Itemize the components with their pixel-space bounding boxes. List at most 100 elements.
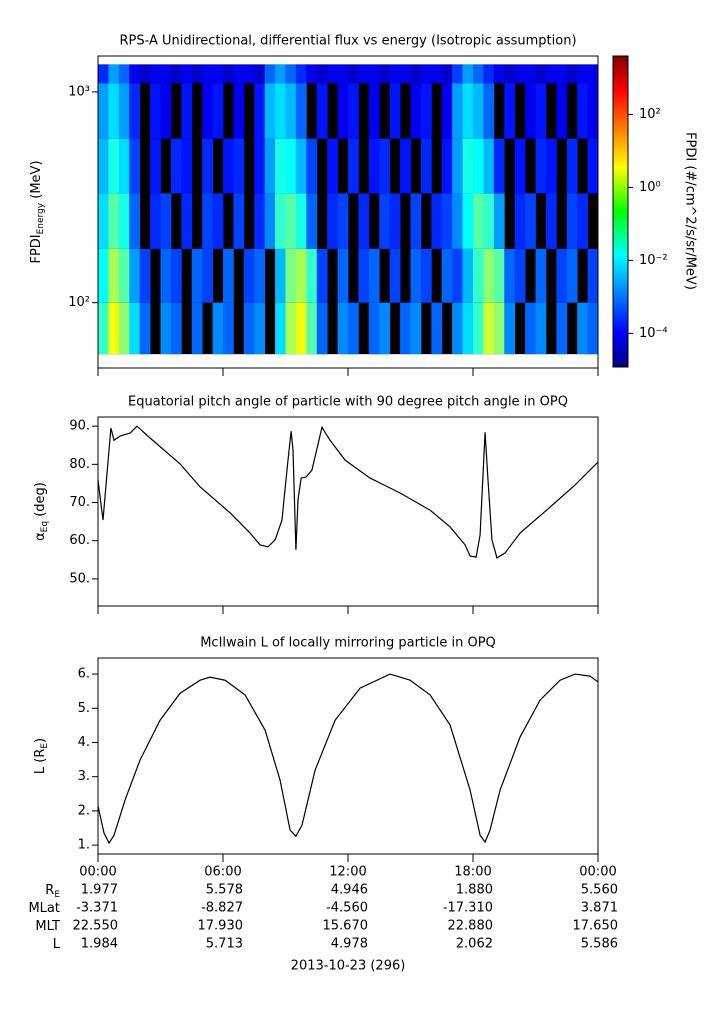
heatmap-cell: [410, 302, 422, 355]
heatmap-cell: [108, 302, 120, 355]
heatmap-cell: [514, 248, 526, 303]
heatmap-cell: [545, 138, 557, 194]
heatmap-cell: [368, 83, 380, 139]
heatmap-cell: [420, 138, 432, 194]
heatmap-cell: [191, 248, 203, 303]
ephemeris-value: 5.578: [206, 883, 243, 898]
y-tick-label: 5.: [78, 701, 90, 716]
heatmap-cell: [118, 83, 130, 139]
heatmap-cell: [400, 64, 411, 84]
heatmap-cell: [535, 302, 547, 355]
heatmap-cell: [368, 302, 380, 355]
heatmap-cell: [254, 64, 266, 84]
heatmap-cell: [504, 64, 516, 84]
heatmap-cell: [295, 248, 307, 303]
ephemeris-value: 1.977: [81, 883, 118, 898]
heatmap-cell: [462, 64, 474, 84]
y-tick-label: 6.: [78, 667, 90, 682]
heatmap-cell: [212, 302, 224, 355]
ephemeris-value: -8.827: [201, 901, 243, 916]
heatmap-cell: [473, 83, 484, 139]
heatmap-cell: [514, 193, 526, 249]
heatmap-cell: [285, 138, 297, 194]
heatmap-cell: [566, 193, 578, 249]
y-tick-label: 1.: [78, 838, 90, 853]
x-tick-label: 12:00: [329, 865, 366, 880]
heatmap-cell: [98, 248, 109, 303]
heatmap-cell: [587, 83, 599, 139]
heatmap-cell: [285, 64, 297, 84]
heatmap-cell: [160, 248, 172, 303]
y-tick-label: 3.: [78, 769, 90, 784]
heatmap-cell: [129, 193, 141, 249]
heatmap-cell: [285, 83, 297, 139]
heatmap-cell: [160, 83, 172, 139]
heatmap-cell: [254, 302, 266, 355]
y-axis-label-main: L (R: [33, 749, 48, 774]
heatmap-cell: [462, 83, 474, 139]
ephemeris-value: 1.984: [81, 937, 118, 952]
heatmap-cell: [306, 64, 318, 84]
heatmap-cell: [587, 138, 599, 194]
heatmap-cell: [452, 302, 463, 355]
colorbar-tick-label: 10⁻⁴: [639, 326, 668, 341]
x-axis-label: 2013-10-23 (296): [291, 959, 406, 974]
y-axis-label-sub: Eq: [40, 521, 50, 532]
heatmap-cell: [420, 83, 432, 139]
heatmap-cell: [316, 248, 328, 303]
ephemeris-value: 5.713: [206, 937, 243, 952]
heatmap-cell: [368, 138, 380, 194]
heatmap-cell: [181, 83, 193, 139]
heatmap-cell: [295, 64, 307, 84]
y-axis-label-main: FPDI: [29, 234, 44, 263]
ephemeris-value: 4.978: [331, 937, 368, 952]
heatmap-cell: [233, 83, 245, 139]
heatmap-cell: [98, 138, 109, 194]
ephemeris-label-main: R: [45, 883, 54, 898]
ephemeris-value: -4.560: [326, 901, 368, 916]
colorbar-tick-label: 10⁻²: [639, 253, 668, 268]
ephemeris-value: 5.560: [581, 883, 618, 898]
y-axis-label-after: (MeV): [29, 160, 44, 202]
heatmap-cell: [108, 83, 120, 139]
heatmap-cell: [170, 138, 182, 194]
ephemeris-value: 3.871: [581, 901, 618, 916]
heatmap-cell: [441, 138, 453, 194]
y-axis-label: αEq (deg): [33, 482, 50, 541]
heatmap-cell: [368, 248, 380, 303]
heatmap-cell: [254, 193, 266, 249]
heatmap-cell: [410, 64, 422, 84]
y-axis-label: FPDIEnergy (MeV): [29, 160, 46, 263]
heatmap-cell: [202, 64, 213, 84]
heatmap-cell: [358, 193, 370, 249]
ephemeris-label: RE: [45, 883, 60, 900]
heatmap-cell: [545, 64, 557, 84]
heatmap-cell: [587, 64, 599, 84]
heatmap-cell: [452, 138, 463, 194]
heatmap-cell: [358, 64, 370, 84]
heatmap-cell: [504, 248, 516, 303]
ephemeris-value: -17.310: [443, 901, 493, 916]
heatmap-cell: [545, 193, 557, 249]
chart-title: McIlwain L of locally mirroring particle…: [200, 636, 496, 651]
heatmap-cell: [483, 138, 495, 194]
heatmap-cell: [410, 83, 422, 139]
heatmap-cell: [275, 83, 286, 139]
y-tick-label: 60.: [69, 533, 90, 548]
heatmap-cell: [441, 193, 453, 249]
colorbar-tick-label: 10⁰: [639, 180, 661, 195]
heatmap-cell: [306, 248, 318, 303]
heatmap-cell: [181, 138, 193, 194]
heatmap-cell: [306, 302, 318, 355]
ephemeris-value: 5.586: [581, 937, 618, 952]
heatmap-cell: [98, 302, 109, 355]
heatmap-cell: [400, 302, 411, 355]
heatmap-cell: [327, 193, 338, 249]
heatmap-cell: [191, 64, 203, 84]
heatmap-cell: [275, 302, 286, 355]
heatmap-cell: [129, 138, 141, 194]
heatmap-cell: [275, 138, 286, 194]
heatmap-cell: [275, 193, 286, 249]
ephemeris-value: 17.930: [198, 919, 244, 934]
heatmap-cell: [577, 83, 588, 139]
